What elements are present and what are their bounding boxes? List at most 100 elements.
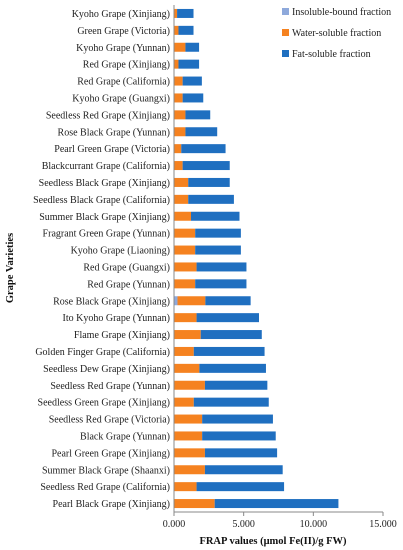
bar-segment-s1-c26: [174, 448, 205, 458]
bar-segment-s2-c6: [185, 110, 211, 120]
category-label: Seedless Green Grape (Xinjiang): [38, 398, 170, 409]
x-axis-title: FRAP values (μmol Fe(II)/g FW): [199, 536, 347, 547]
category-label: Seedless Red Grape (Victoria): [49, 415, 170, 426]
bar-segment-s2-c2: [185, 42, 200, 52]
bar-segment-s2-c22: [204, 380, 268, 390]
bar-segment-s2-c17: [205, 296, 251, 306]
bar-segment-s1-c24: [174, 414, 203, 424]
bar-segment-s2-c10: [188, 177, 230, 187]
bar-segment-s1-c25: [174, 431, 203, 441]
category-label: Pearl Green Grape (Victoria): [54, 144, 170, 155]
category-label: Kyoho Grape (Liaoning): [71, 246, 170, 257]
bars-group: [174, 8, 339, 509]
category-label: Seedless Black Grape (California): [33, 195, 170, 206]
bar-segment-s2-c9: [182, 161, 230, 171]
bar-segment-s2-c12: [191, 211, 240, 221]
legend-swatch: [282, 50, 289, 57]
bar-segment-s1-c18: [174, 313, 197, 323]
bar-segment-s2-c21: [199, 363, 266, 373]
legend-swatch: [282, 29, 289, 36]
category-label: Green Grape (Victoria): [77, 26, 170, 37]
bar-segment-s1-c15: [174, 262, 197, 272]
category-label: Ito Kyoho Grape (Yunnan): [63, 313, 170, 324]
category-label: Golden Finger Grape (California): [35, 347, 170, 358]
bar-segment-s2-c4: [182, 76, 202, 86]
bar-segment-s2-c25: [202, 431, 276, 441]
category-label: Kyoho Grape (Yunnan): [76, 43, 170, 54]
y-axis-title: Grape Varieties: [5, 233, 16, 303]
x-tick-label: 10.000: [300, 519, 328, 530]
bar-segment-s2-c14: [195, 245, 241, 255]
category-label: Kyoho Grape (Guangxi): [72, 93, 170, 104]
bar-segment-s2-c15: [196, 262, 247, 272]
bar-segment-s0-c17: [174, 296, 178, 306]
x-tick-label: 0.000: [163, 519, 186, 530]
legend-label: Water-soluble fraction: [292, 28, 381, 39]
bar-segment-s1-c28: [174, 482, 197, 492]
category-label: Red Grape (California): [77, 77, 170, 88]
category-label: Black Grape (Yunnan): [80, 431, 170, 442]
bar-segment-s1-c7: [174, 127, 186, 137]
bar-segment-s2-c0: [177, 8, 194, 18]
bar-segment-s2-c24: [202, 414, 273, 424]
x-ticks: 0.000 5.000 10.000 15.000: [163, 512, 397, 530]
bar-segment-s2-c7: [185, 127, 218, 137]
bar-segment-s1-c13: [174, 228, 196, 238]
legend-label: Fat-soluble fraction: [292, 49, 371, 60]
bar-segment-s1-c3: [174, 59, 179, 69]
bar-segment-s2-c26: [204, 448, 278, 458]
x-tick-label: 5.000: [232, 519, 255, 530]
category-label: Summer Black Grape (Xinjiang): [39, 212, 170, 223]
bar-segment-s1-c19: [174, 330, 201, 340]
bar-segment-s2-c13: [195, 228, 241, 238]
bar-segment-s2-c8: [181, 144, 226, 154]
bar-segment-s1-c12: [174, 211, 191, 221]
bar-segment-s1-c29: [174, 499, 215, 509]
bar-segment-s1-c4: [174, 76, 183, 86]
legend-label: Insoluble-bound fraction: [292, 7, 391, 18]
bar-segment-s2-c1: [178, 25, 194, 35]
bar-segment-s2-c23: [193, 397, 269, 407]
bar-segment-s1-c16: [174, 279, 196, 289]
category-label: Seedless Red Grape (Yunnan): [50, 381, 170, 392]
bar-segment-s2-c3: [178, 59, 200, 69]
bar-segment-s1-c21: [174, 363, 200, 373]
category-label: Seedless Red Grape (California): [40, 482, 170, 493]
bar-segment-s1-c8: [174, 144, 182, 154]
category-label: Summer Black Grape (Shaanxi): [42, 465, 170, 476]
bar-segment-s2-c5: [182, 93, 204, 103]
bar-segment-s1-c10: [174, 177, 189, 187]
bar-segment-s1-c5: [174, 93, 183, 103]
bar-segment-s2-c16: [195, 279, 247, 289]
bar-segment-s2-c27: [204, 465, 283, 475]
category-label: Pearl Black Grape (Xinjiang): [53, 499, 170, 510]
category-label: Seedless Red Grape (Xinjiang): [46, 110, 170, 121]
bar-segment-s1-c20: [174, 346, 194, 356]
bar-segment-s1-c17: [177, 296, 206, 306]
bar-segment-s1-c9: [174, 161, 183, 171]
category-label: Rose Black Grape (Xinjiang): [53, 296, 170, 307]
bar-segment-s2-c28: [196, 482, 285, 492]
bar-segment-s1-c0: [174, 8, 178, 18]
category-label: Pearl Green Grape (Xinjiang): [51, 448, 170, 459]
category-label: Blackcurrant Grape (California): [42, 161, 170, 172]
category-label: Red Grape (Yunnan): [87, 279, 170, 290]
bar-segment-s1-c23: [174, 397, 194, 407]
x-tick-label: 15.000: [369, 519, 397, 530]
bar-segment-s2-c18: [196, 313, 259, 323]
category-label: Fragrant Green Grape (Yunnan): [43, 229, 170, 240]
bar-segment-s1-c1: [174, 25, 179, 35]
category-label: Seedless Black Grape (Xinjiang): [39, 178, 170, 189]
bar-segment-s1-c11: [174, 194, 189, 204]
bar-segment-s2-c20: [193, 346, 265, 356]
category-label: Red Grape (Xinjiang): [83, 60, 170, 71]
bar-segment-s2-c11: [188, 194, 234, 204]
category-label: Seedless Dew Grape (Xinjiang): [43, 364, 170, 375]
bar-segment-s2-c19: [200, 330, 262, 340]
bar-segment-s1-c14: [174, 245, 196, 255]
category-labels: Kyoho Grape (Xinjiang) Green Grape (Victo…: [33, 9, 170, 510]
category-label: Rose Black Grape (Yunnan): [58, 127, 170, 138]
category-label: Flame Grape (Xinjiang): [74, 330, 170, 341]
legend: Insoluble-bound fraction Water-soluble fr…: [282, 7, 391, 60]
